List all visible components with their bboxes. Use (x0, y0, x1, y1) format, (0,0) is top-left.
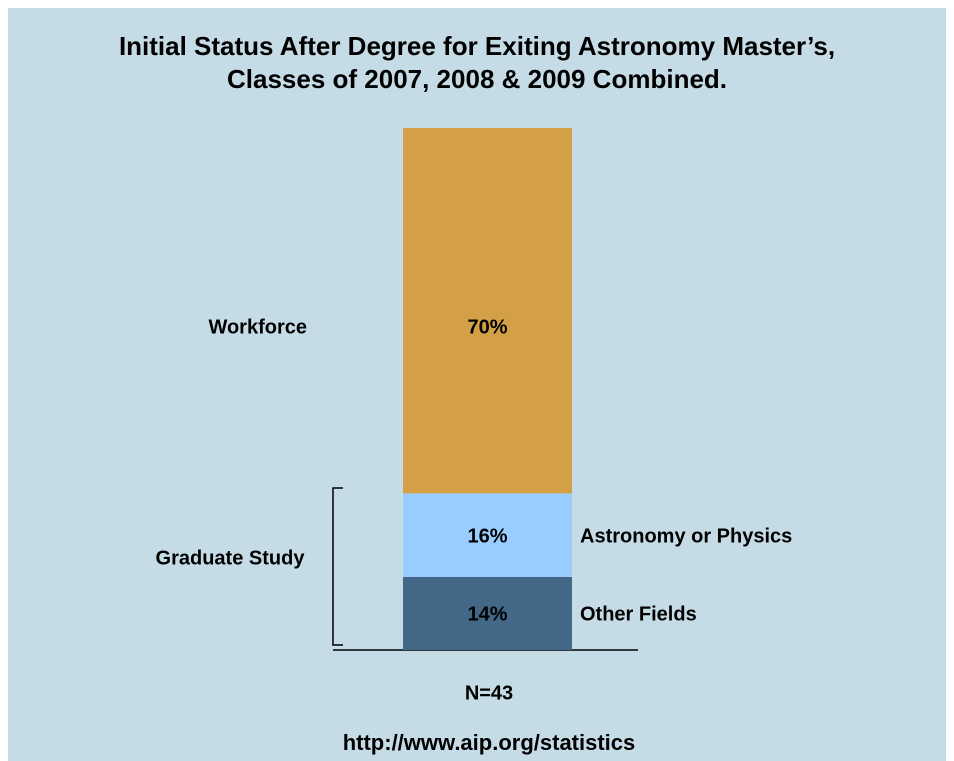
chart-title: Classes of 2007, 2008 & 2009 Combined. (227, 64, 727, 94)
series-label: Other Fields (580, 604, 697, 626)
series-label: Workforce (208, 316, 307, 338)
source: http://www.aip.org/statistics (343, 730, 636, 755)
value-label: 16% (467, 525, 507, 547)
bar-segment (403, 128, 572, 494)
value-label: 70% (467, 316, 507, 338)
bracket (332, 487, 343, 646)
value-label: 14% (467, 604, 507, 626)
series-label: Astronomy or Physics (580, 525, 792, 547)
bar-segment (403, 493, 572, 577)
bar-segment (403, 576, 572, 650)
note: N=43 (465, 682, 513, 704)
chart-title: Initial Status After Degree for Exiting … (119, 31, 835, 61)
group-label: Graduate Study (156, 547, 306, 569)
